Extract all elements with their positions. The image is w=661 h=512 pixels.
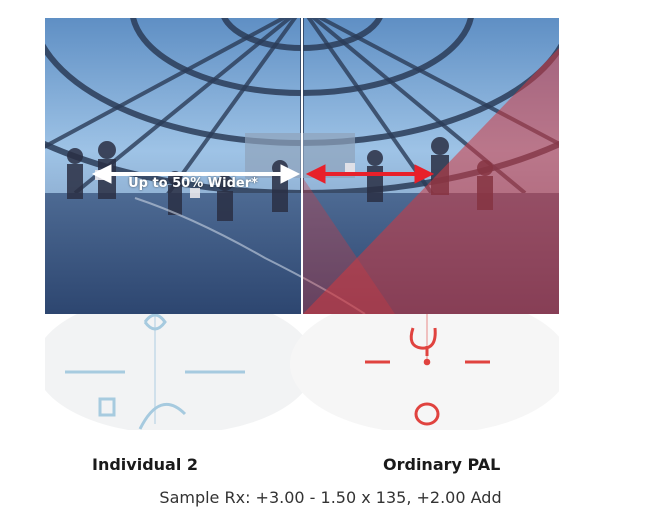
sample-rx-text: Sample Rx: +3.00 - 1.50 x 135, +2.00 Add — [159, 488, 502, 507]
distortion-zone — [303, 48, 559, 314]
individual-lens-markings — [65, 314, 245, 430]
individual-2-caption: Individual 2 — [92, 455, 199, 474]
lens-comparison-figure: Up to 50% Wider* — [45, 18, 559, 430]
ordinary-pal-caption: Ordinary PAL — [383, 455, 501, 474]
wider-field-label: Up to 50% Wider* — [128, 176, 258, 191]
arrows-layer — [91, 164, 435, 184]
ordinary-lens-markings — [365, 314, 490, 426]
comparison-divider — [301, 18, 303, 314]
lens-diagram — [45, 314, 559, 430]
dome-photo: Up to 50% Wider* — [45, 18, 559, 314]
white-double-arrow — [91, 164, 301, 184]
red-double-arrow — [305, 164, 435, 184]
